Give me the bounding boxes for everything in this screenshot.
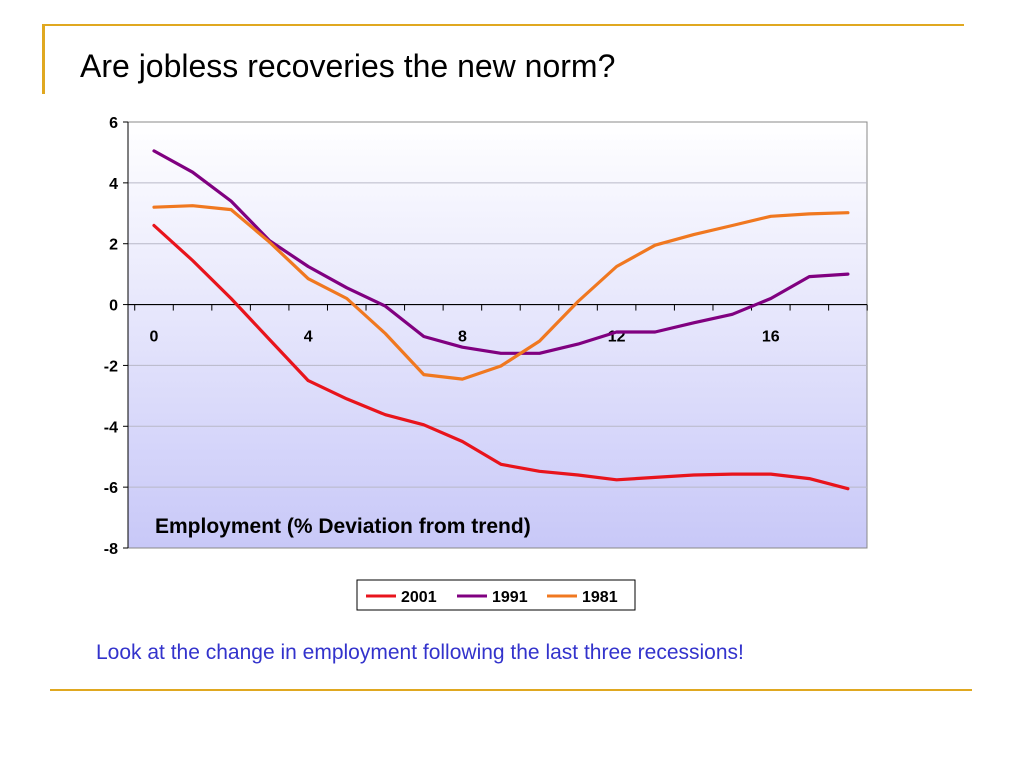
- plot-area: [127, 121, 868, 549]
- series-line-1981: [152, 204, 850, 381]
- legend-box: [356, 579, 636, 611]
- y-tick-label: -8: [104, 541, 118, 558]
- legend-label-1991: 1991: [492, 589, 528, 606]
- caption-text: Look at the change in employment followi…: [96, 641, 744, 664]
- top-accent-rule: [42, 24, 964, 26]
- slide-title: Are jobless recoveries the new norm?: [80, 48, 616, 84]
- x-tick-label: 4: [304, 329, 313, 346]
- chart-title: Employment (% Deviation from trend): [155, 515, 531, 538]
- series-line-2001: [152, 223, 850, 491]
- y-tick-label: -4: [104, 419, 118, 436]
- x-tick-label: 16: [762, 329, 780, 346]
- y-tick-label: -2: [104, 358, 118, 375]
- x-tick-label: 8: [458, 329, 467, 346]
- bottom-accent-rule: [50, 689, 972, 691]
- y-tick-label: 0: [109, 298, 118, 315]
- legend-label-1981: 1981: [582, 589, 618, 606]
- y-tick-label: -6: [104, 480, 118, 497]
- y-tick-label: 6: [109, 115, 118, 132]
- y-tick-label: 2: [109, 237, 118, 254]
- y-tick-label: 4: [109, 176, 118, 193]
- x-tick-label: 0: [150, 329, 159, 346]
- legend-label-2001: 2001: [401, 589, 437, 606]
- side-accent-rule: [42, 24, 45, 94]
- legend: 2001 1991 1981: [356, 579, 636, 611]
